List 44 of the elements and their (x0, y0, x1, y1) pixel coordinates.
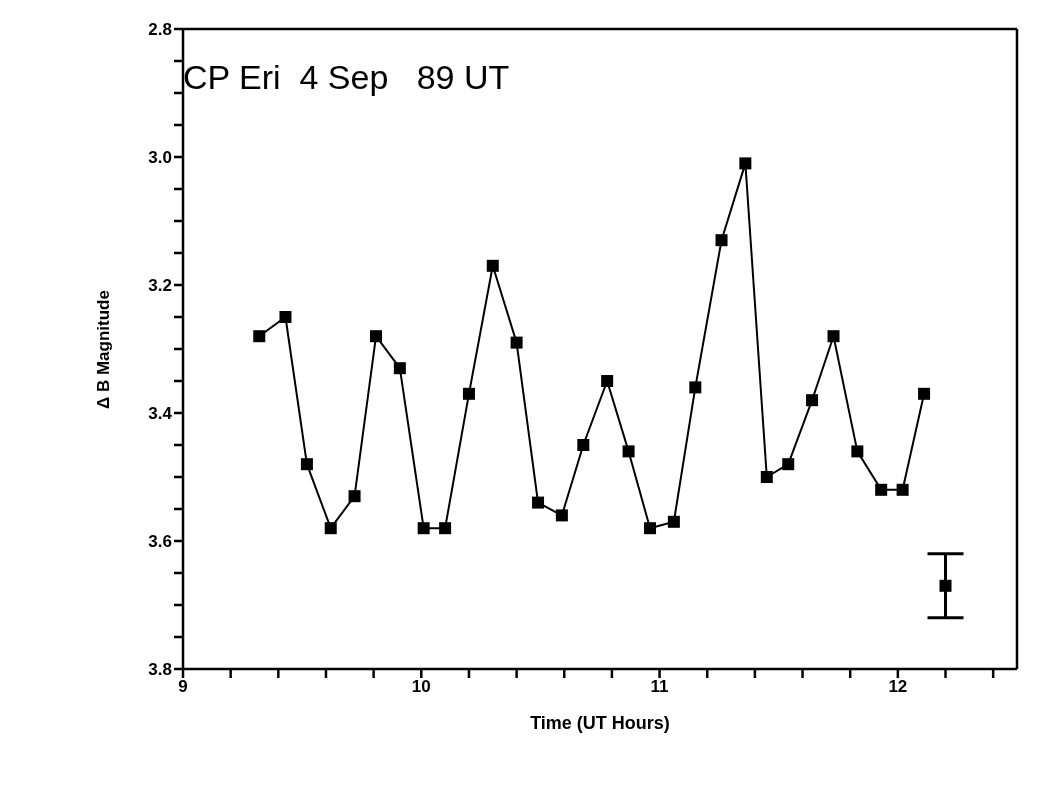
x-tick-label: 12 (888, 677, 908, 697)
y-tick-label: 3.0 (148, 148, 172, 168)
point (782, 458, 795, 471)
y-tick-label: 3.8 (148, 660, 172, 680)
point (393, 362, 406, 375)
x-axis-title: Time (UT Hours) (530, 713, 670, 733)
point (370, 330, 383, 343)
point (644, 522, 657, 535)
point (739, 157, 752, 170)
point (253, 330, 266, 343)
point (689, 381, 702, 394)
y-tick-label: 3.4 (148, 404, 173, 424)
point (279, 311, 292, 323)
y-tick-label: 2.8 (148, 20, 172, 40)
point (622, 445, 635, 458)
text: CP Eri 4 Sep 89 UT (183, 58, 510, 97)
point (348, 490, 361, 503)
y-axis-title: Δ B Magnitude (94, 290, 114, 409)
point (462, 387, 475, 400)
point (851, 445, 864, 458)
point (667, 515, 680, 528)
x-tick-label: 9 (178, 677, 188, 697)
point (939, 579, 952, 592)
x-tick-label: 11 (650, 677, 669, 697)
point (875, 483, 888, 496)
point (486, 259, 499, 272)
point (715, 234, 728, 247)
point (896, 483, 909, 496)
point (577, 439, 590, 451)
x-tick-label: 10 (411, 677, 431, 697)
point (324, 522, 337, 535)
point (439, 522, 452, 535)
point (300, 458, 313, 471)
point (827, 330, 840, 343)
point (555, 509, 568, 522)
point (918, 387, 931, 400)
y-tick-label: 3.2 (148, 276, 172, 296)
point (601, 375, 614, 387)
point (760, 471, 773, 483)
point (417, 522, 430, 535)
y-tick-label: 3.6 (148, 532, 172, 552)
point (532, 496, 545, 509)
point (806, 394, 819, 407)
point (510, 336, 523, 349)
